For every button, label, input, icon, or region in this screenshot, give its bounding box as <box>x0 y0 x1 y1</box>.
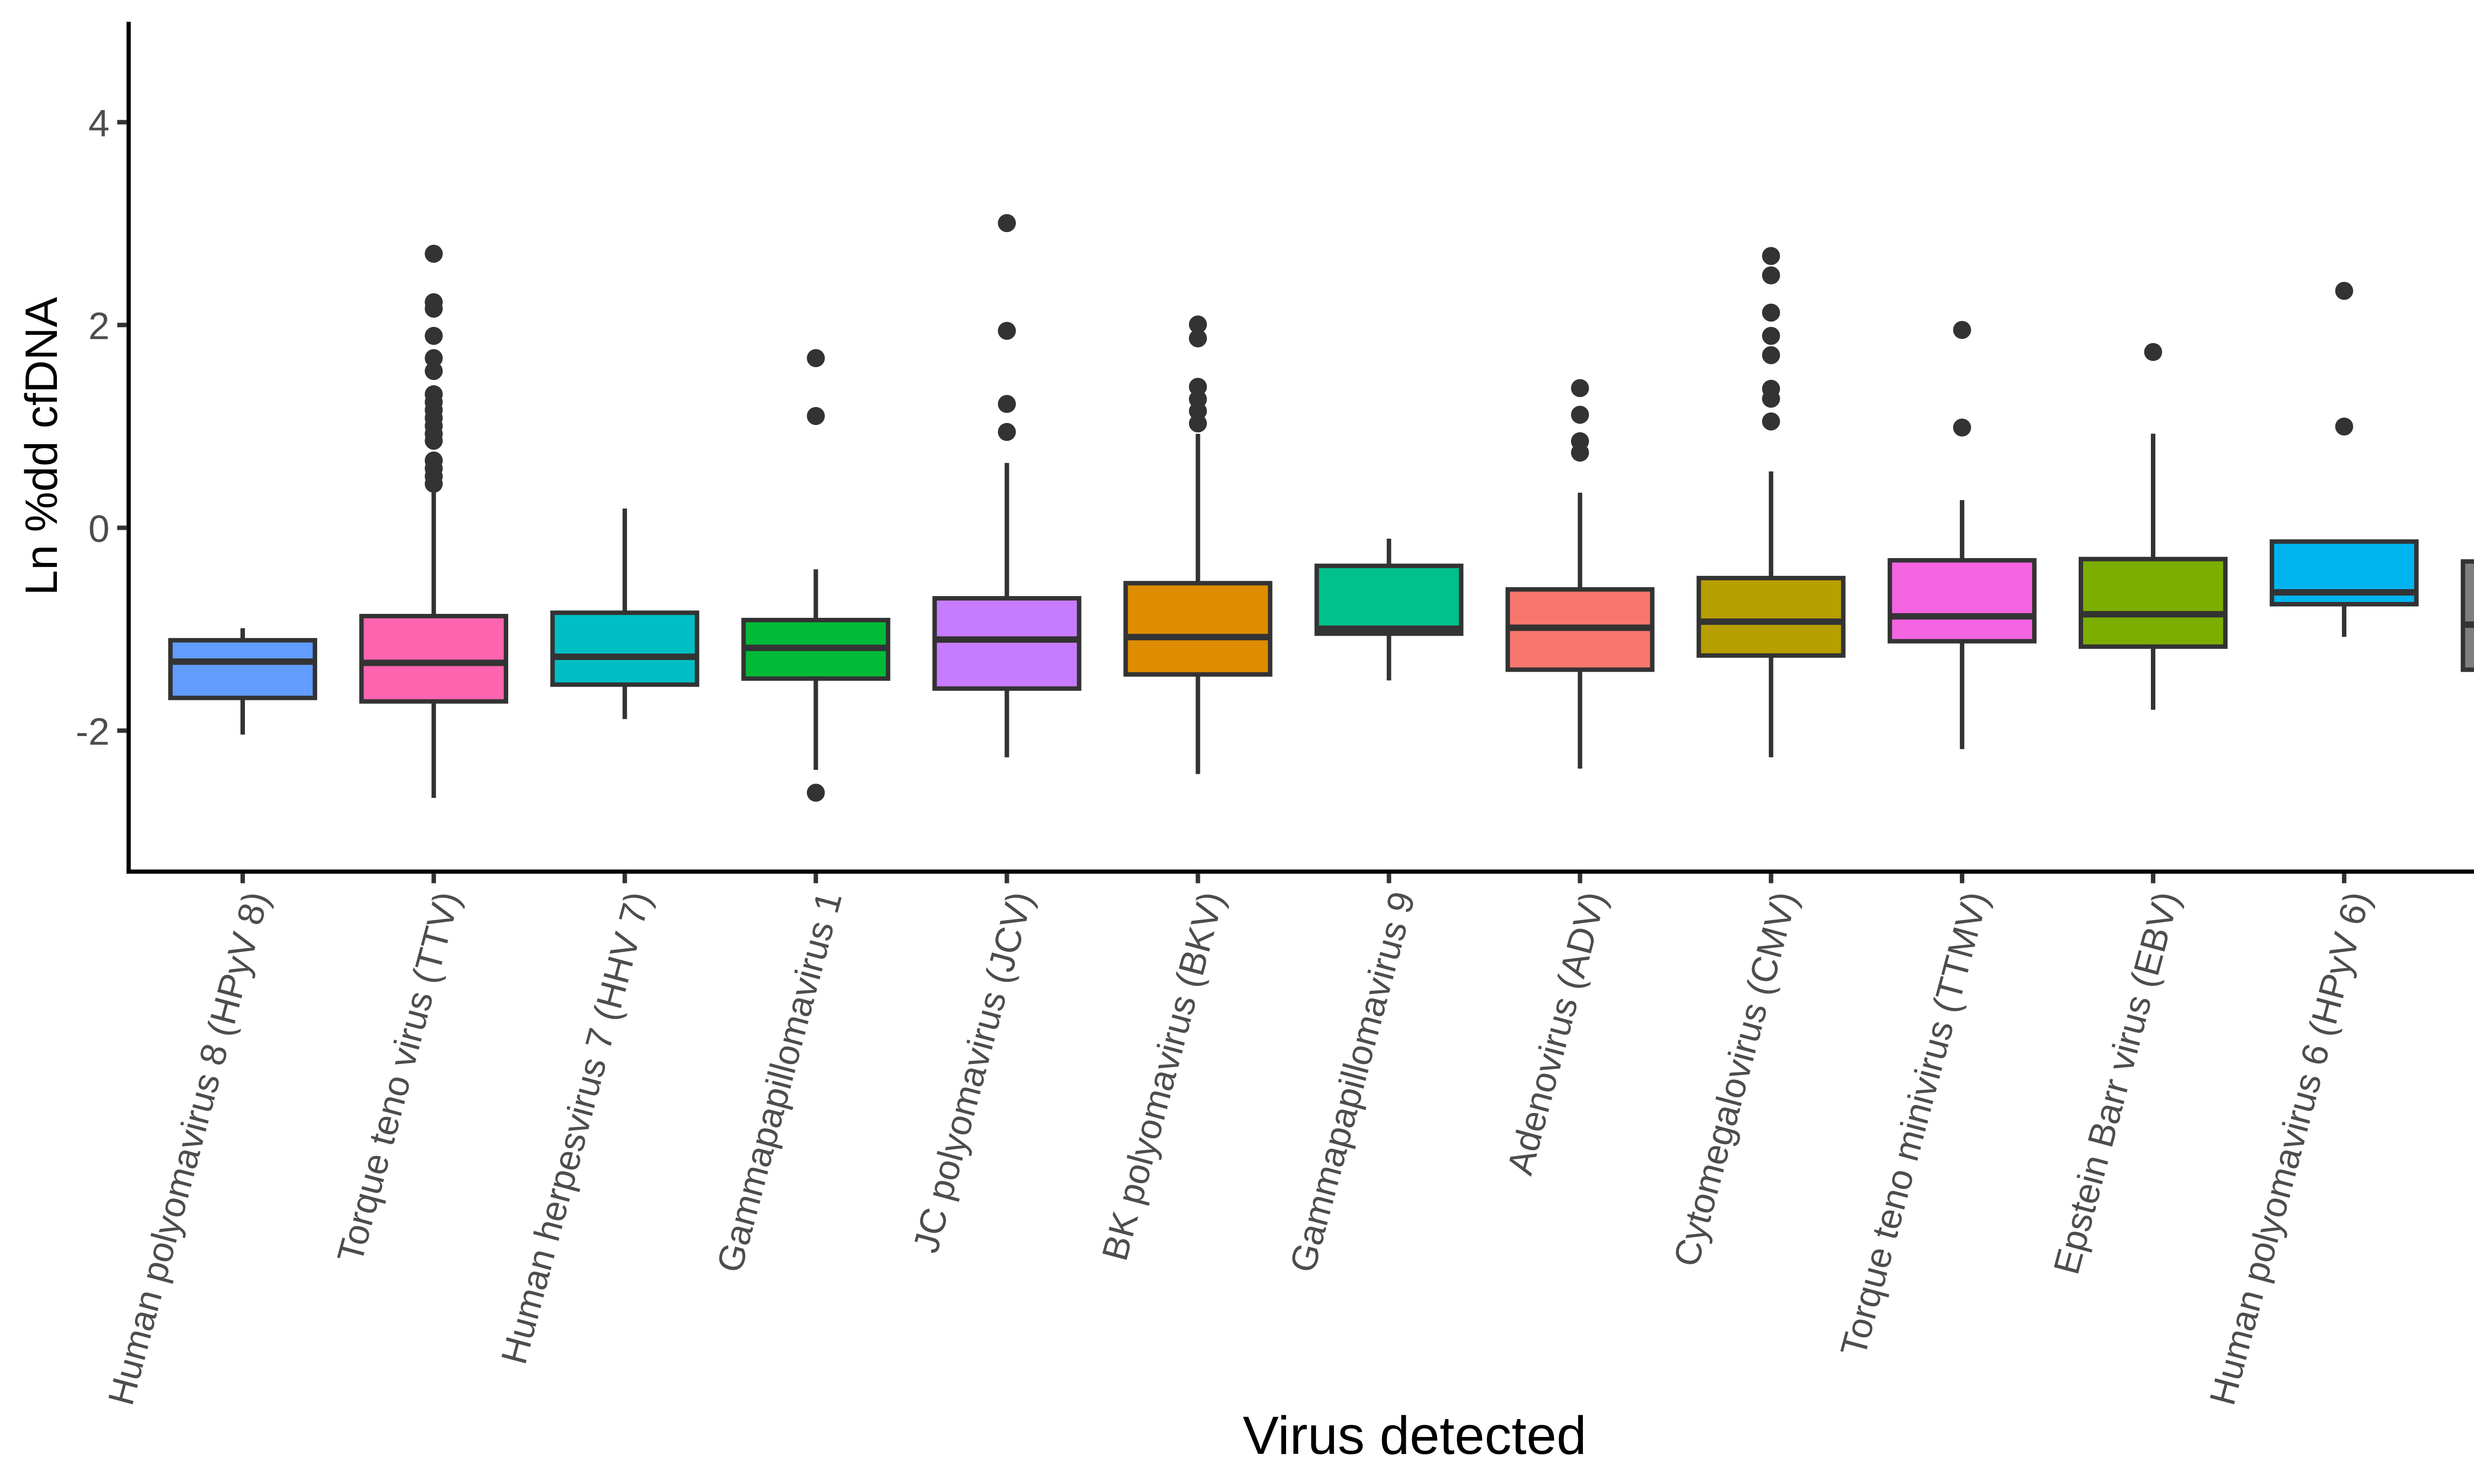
svg-text:4: 4 <box>89 102 110 145</box>
svg-text:Virus detected: Virus detected <box>1243 1405 1587 1466</box>
svg-text:0: 0 <box>89 508 110 551</box>
svg-text:-2: -2 <box>76 711 109 753</box>
svg-text:Ln %dd cfDNA: Ln %dd cfDNA <box>16 297 67 596</box>
svg-text:2: 2 <box>89 305 110 348</box>
